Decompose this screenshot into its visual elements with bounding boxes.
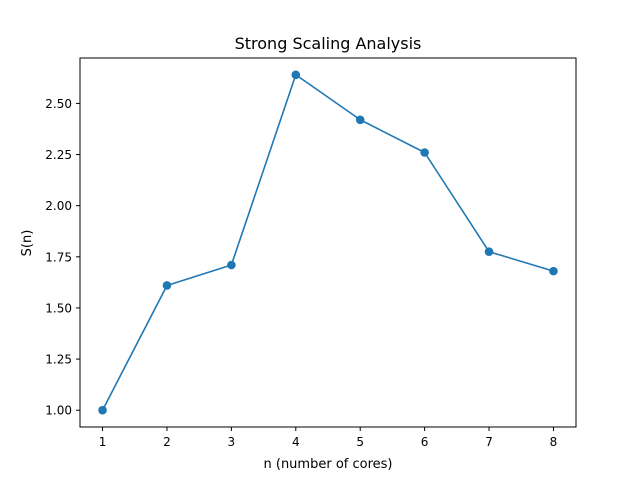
x-tick-label: 4 [292, 435, 300, 449]
data-point [162, 281, 172, 290]
x-axis-ticks: 1 2 3 4 5 6 7 8 [99, 427, 558, 449]
series-line [101, 73, 554, 411]
x-tick-label: 3 [228, 435, 236, 449]
y-tick-label: 1.25 [45, 353, 72, 367]
y-axis-label: S(n) [20, 230, 35, 257]
plot-area [79, 57, 577, 428]
series-layer [98, 70, 558, 415]
x-tick-label: 7 [485, 435, 493, 449]
y-axis-ticks: 1.00 1.25 1.50 1.75 2.00 2.25 2.50 [45, 97, 80, 418]
chart-title: Strong Scaling Analysis [235, 34, 422, 53]
data-point [484, 247, 494, 257]
y-tick-label: 2.50 [45, 97, 72, 111]
data-point [291, 70, 301, 80]
x-axis-label: n (number of cores) [264, 457, 393, 472]
data-point [549, 266, 558, 276]
y-tick-label: 1.00 [45, 404, 72, 418]
y-tick-label: 1.50 [45, 301, 72, 315]
data-point [98, 405, 107, 415]
x-tick-label: 5 [356, 435, 364, 449]
data-point [227, 260, 236, 270]
plot-frame [79, 57, 577, 428]
x-tick-label: 1 [99, 435, 107, 449]
x-tick-label: 2 [163, 435, 171, 449]
y-tick-label: 2.00 [45, 199, 72, 213]
x-tick-label: 8 [550, 435, 558, 449]
x-tick-label: 6 [421, 435, 429, 449]
y-tick-label: 1.75 [45, 250, 72, 264]
data-point [355, 115, 365, 125]
data-point [420, 148, 429, 157]
y-tick-label: 2.25 [45, 148, 72, 162]
